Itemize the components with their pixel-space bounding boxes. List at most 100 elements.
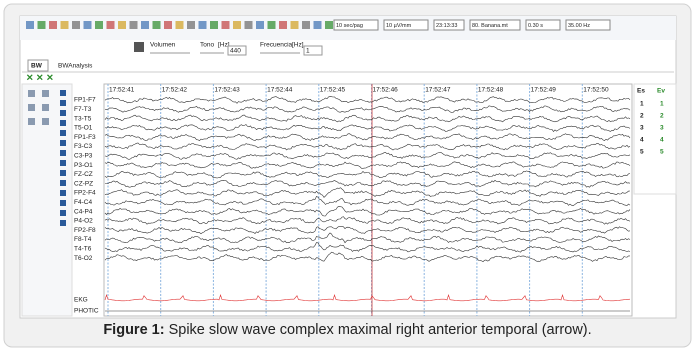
dropdown-value: 10 sec/pag bbox=[336, 23, 363, 29]
toolbar-button[interactable] bbox=[291, 21, 299, 29]
frequency-unit: [Hz] bbox=[292, 42, 304, 49]
toolbar-button[interactable] bbox=[84, 21, 92, 29]
toolbar-button[interactable] bbox=[38, 21, 46, 29]
tool-button[interactable] bbox=[42, 90, 49, 97]
toolbar-button[interactable] bbox=[245, 21, 253, 29]
side-item[interactable]: 1 bbox=[640, 101, 644, 108]
time-label: 17:52:42 bbox=[162, 87, 188, 94]
time-label: 17:52:45 bbox=[320, 87, 346, 94]
toolbar-button[interactable] bbox=[302, 21, 310, 29]
channel-label: P3-O1 bbox=[74, 162, 93, 169]
channel-label: PHOTIC bbox=[74, 308, 99, 315]
tool-button[interactable] bbox=[60, 170, 66, 176]
tool-button[interactable] bbox=[60, 150, 66, 156]
toolbar-button[interactable] bbox=[49, 21, 57, 29]
frequency-label: Frecuencia bbox=[260, 42, 293, 49]
tool-button[interactable] bbox=[60, 160, 66, 166]
tone-label: Tono bbox=[200, 42, 214, 49]
frequency-value: 1 bbox=[306, 48, 310, 55]
side-item[interactable]: 4 bbox=[640, 137, 644, 144]
toolbar-button[interactable] bbox=[72, 21, 80, 29]
channel-label: C4-P4 bbox=[74, 208, 93, 215]
time-label: 17:52:50 bbox=[583, 87, 609, 94]
side-item[interactable]: 3 bbox=[660, 125, 664, 132]
tool-button[interactable] bbox=[42, 118, 49, 125]
tool-button[interactable] bbox=[60, 220, 66, 226]
toolbar-button[interactable] bbox=[61, 21, 69, 29]
toolbar-button[interactable] bbox=[314, 21, 322, 29]
caption-label: Figure 1: bbox=[103, 322, 164, 338]
side-item[interactable]: 5 bbox=[640, 149, 644, 156]
caption-text: Spike slow wave complex maximal right an… bbox=[169, 322, 592, 338]
side-item[interactable]: 2 bbox=[660, 113, 664, 120]
toolbar-button[interactable] bbox=[26, 21, 34, 29]
channel-label: C3-P3 bbox=[74, 153, 93, 160]
toolbar-button[interactable] bbox=[141, 21, 149, 29]
channel-label: EKG bbox=[74, 297, 88, 304]
tab-label[interactable]: BWAnalysis bbox=[58, 63, 93, 70]
channel-label: FP2-F4 bbox=[74, 190, 96, 197]
tool-button[interactable] bbox=[28, 90, 35, 97]
toolbar-button[interactable] bbox=[130, 21, 138, 29]
side-item[interactable]: 2 bbox=[640, 113, 644, 120]
tool-button[interactable] bbox=[28, 118, 35, 125]
time-label: 17:52:43 bbox=[214, 87, 240, 94]
toolbar-button[interactable] bbox=[176, 21, 184, 29]
tool-button[interactable] bbox=[60, 130, 66, 136]
tool-button[interactable] bbox=[60, 190, 66, 196]
dropdown-value: 35.00 Hz bbox=[568, 23, 590, 29]
tool-button[interactable] bbox=[60, 120, 66, 126]
time-label: 17:52:44 bbox=[267, 87, 293, 94]
page: 10 sec/pag10 µV/mm23:13:3380. Banana.mt0… bbox=[0, 0, 695, 351]
channel-label: F4-C4 bbox=[74, 199, 92, 206]
toolbar-button[interactable] bbox=[210, 21, 218, 29]
tool-button[interactable] bbox=[60, 100, 66, 106]
tool-button[interactable] bbox=[60, 140, 66, 146]
side-item[interactable]: 3 bbox=[640, 125, 644, 132]
icon[interactable]: ✕ ✕ ✕ bbox=[26, 72, 54, 82]
toolbar-button[interactable] bbox=[279, 21, 287, 29]
side-header: Es bbox=[637, 88, 645, 95]
side-header: Ev bbox=[657, 88, 665, 95]
channel-label: FZ-CZ bbox=[74, 171, 93, 178]
channel-label: P4-O2 bbox=[74, 218, 93, 225]
tool-button[interactable] bbox=[60, 180, 66, 186]
channel-label: FP1-F7 bbox=[74, 97, 96, 104]
tool-button[interactable] bbox=[42, 104, 49, 111]
tool-button[interactable] bbox=[60, 110, 66, 116]
toolbar-button[interactable] bbox=[95, 21, 103, 29]
toolbar-button[interactable] bbox=[256, 21, 264, 29]
tool-button[interactable] bbox=[60, 210, 66, 216]
dropdown-value: 0.30 s bbox=[528, 23, 543, 29]
channel-label: T5-O1 bbox=[74, 125, 93, 132]
toolbar-button[interactable] bbox=[199, 21, 207, 29]
screenshot: 10 sec/pag10 µV/mm23:13:3380. Banana.mt0… bbox=[0, 0, 695, 351]
toolbar-button[interactable] bbox=[325, 21, 333, 29]
side-item[interactable]: 5 bbox=[660, 149, 664, 156]
channel-label: T3-T5 bbox=[74, 115, 92, 122]
channel-label: T4-T6 bbox=[74, 246, 92, 253]
toolbar-button[interactable] bbox=[107, 21, 115, 29]
dropdown-value: 23:13:33 bbox=[436, 23, 457, 29]
toolbar-button[interactable] bbox=[233, 21, 241, 29]
tone-value: 440 bbox=[230, 48, 241, 55]
channel-label: CZ-PZ bbox=[74, 180, 93, 187]
tab-label[interactable]: BW bbox=[31, 63, 43, 70]
channel-label: F3-C3 bbox=[74, 143, 92, 150]
side-item[interactable]: 4 bbox=[660, 137, 664, 144]
time-label: 17:52:46 bbox=[373, 87, 399, 94]
audio-icon bbox=[134, 42, 144, 52]
time-label: 17:52:49 bbox=[531, 87, 557, 94]
toolbar-button[interactable] bbox=[118, 21, 126, 29]
volume-label: Volumen bbox=[150, 42, 176, 49]
toolbar-button[interactable] bbox=[164, 21, 172, 29]
channel-label: F7-T3 bbox=[74, 106, 92, 113]
tool-button[interactable] bbox=[60, 200, 66, 206]
side-item[interactable]: 1 bbox=[660, 101, 664, 108]
toolbar-button[interactable] bbox=[187, 21, 195, 29]
toolbar-button[interactable] bbox=[268, 21, 276, 29]
tool-button[interactable] bbox=[60, 90, 66, 96]
toolbar-button[interactable] bbox=[222, 21, 230, 29]
tool-button[interactable] bbox=[28, 104, 35, 111]
toolbar-button[interactable] bbox=[153, 21, 161, 29]
